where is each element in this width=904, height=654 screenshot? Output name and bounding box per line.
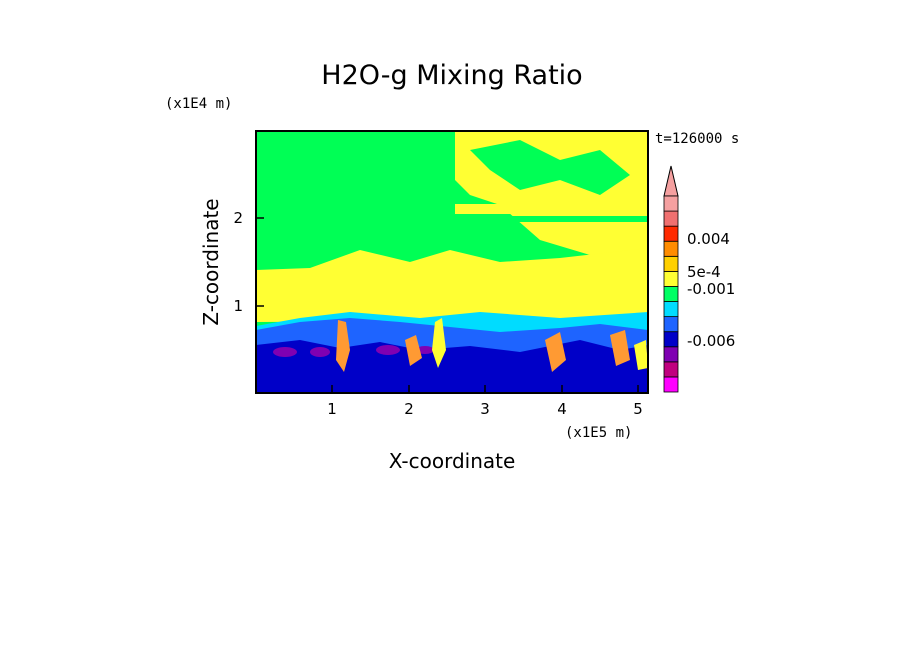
colorbar [663,165,679,393]
colorbar-segment [663,195,679,212]
colorbar-segment [663,316,679,333]
purple-patch [310,347,330,357]
colorbar-segment [663,361,679,378]
colorbar-segment [663,301,679,318]
colorbar-segment [663,331,679,348]
plot-frame [255,130,649,394]
colorbar-label: 0.004 [687,230,730,248]
chart-title: H2O-g Mixing Ratio [321,60,582,91]
colorbar-segment [663,255,679,272]
colorbar-segment [663,210,679,227]
colorbar-label: -0.001 [687,280,735,298]
x-tick-label: 1 [327,400,337,418]
colorbar-label: -0.006 [687,332,735,350]
y-axis-label: Z-coordinate [199,198,223,325]
yellow-band [455,204,648,214]
plot-area [255,130,649,394]
y-scale-label: (x1E4 m) [165,96,232,112]
colorbar-segment [663,376,679,393]
y-tick-label: 2 [233,209,243,227]
colorbar-label: 5e-4 [687,263,721,281]
orange-plume [405,335,422,366]
green-stripe [455,216,648,222]
colorbar-extension-arrow [663,165,679,197]
y-axis: 1 2 Z-coordinate [199,198,264,326]
purple-patch [376,345,400,355]
purple-patch [416,346,434,354]
x-axis: 1 2 3 4 5 (x1E5 m) X-coordinate [327,385,643,473]
time-label: t=126000 s [655,131,739,147]
colorbar-segment [663,240,679,257]
yellow-plume [634,340,648,370]
purple-patch [273,347,297,357]
x-axis-label: X-coordinate [389,449,516,473]
y-tick-label: 1 [233,297,243,315]
green-pocket [470,140,630,195]
colorbar-segment [663,346,679,363]
orange-plume [545,332,566,372]
orange-plume [336,320,350,372]
x-tick-label: 5 [633,400,643,418]
colorbar-segment [663,286,679,302]
colorbar-segment [663,270,679,287]
x-tick-label: 2 [404,400,414,418]
colorbar-segment [663,225,679,242]
yellow-mid-layer [256,248,648,322]
x-tick-label: 3 [480,400,490,418]
colorbar-labels: 0.004 5e-4 -0.001 -0.006 [687,230,735,350]
orange-plume [610,330,630,366]
x-tick-label: 4 [557,400,567,418]
yellow-plume [432,318,446,368]
x-scale-label: (x1E5 m) [565,425,632,441]
